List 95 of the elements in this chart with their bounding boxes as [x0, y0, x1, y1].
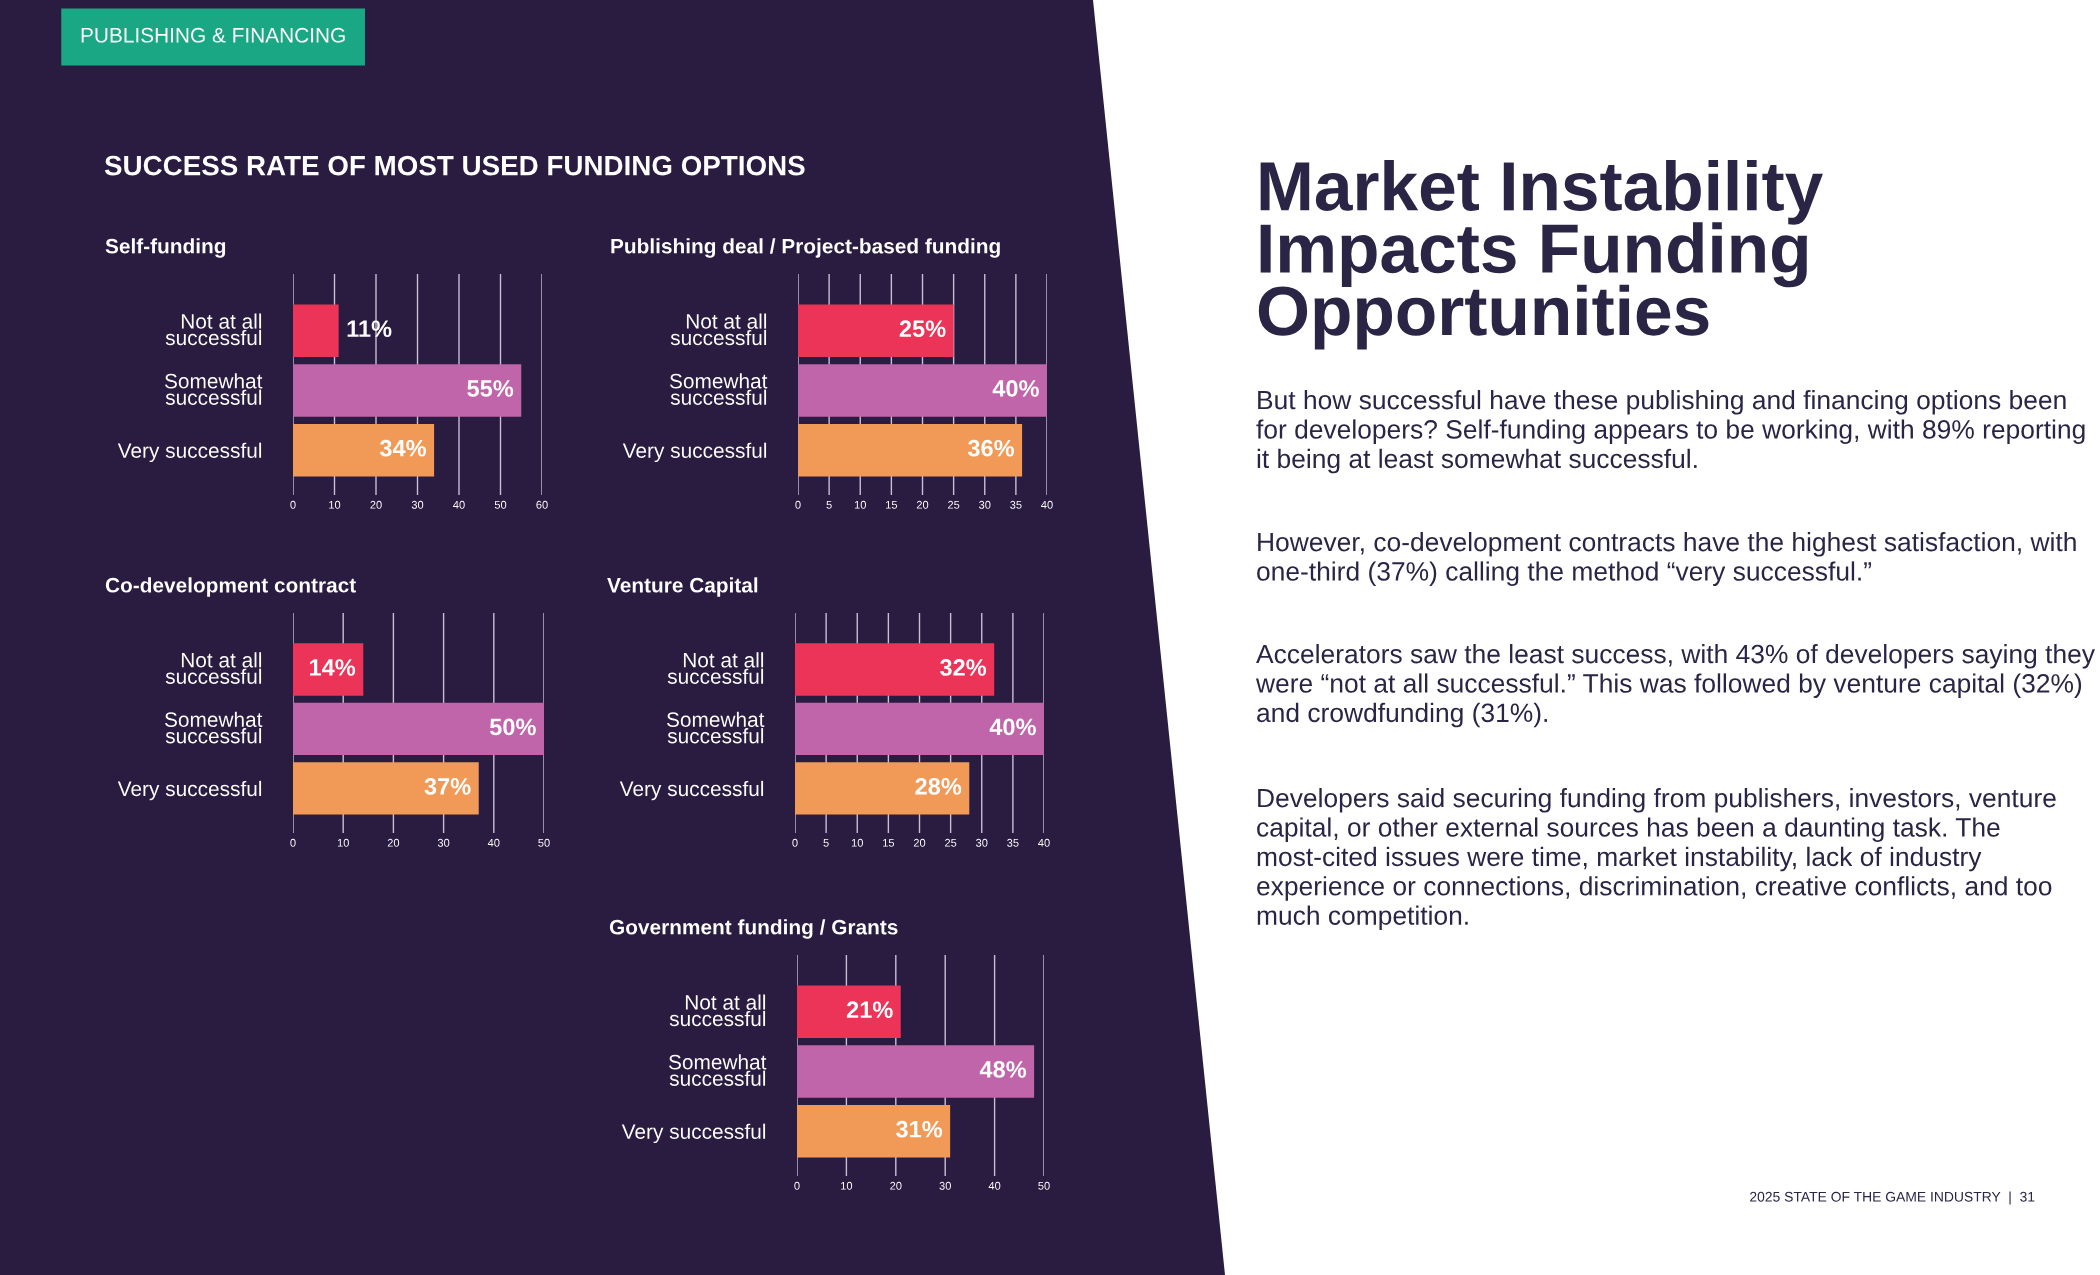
data-label: 48% [979, 1061, 1027, 1078]
x-tick-label: 10 [329, 500, 341, 509]
data-label: 28% [915, 778, 962, 795]
x-tick-label: 30 [978, 500, 991, 509]
text: However, co-development contracts have the highest satisfaction, with one-third (37%) calling the method “very successful.” [1257, 532, 2076, 586]
x-tick-label: 40 [487, 838, 500, 847]
x-tick-label: 10 [841, 1181, 853, 1190]
x-tick-label: 0 [290, 838, 296, 847]
x-tick-label: 35 [1010, 500, 1022, 509]
data-label: 32% [940, 659, 987, 676]
bar [797, 985, 901, 1039]
chart-title: Self-funding [105, 238, 226, 258]
x-tick-label: 20 [916, 500, 929, 509]
bar [795, 762, 970, 815]
x-tick-label: 20 [890, 1181, 902, 1190]
x-tick-label: 15 [886, 500, 898, 509]
y-tick-label: Very successful [117, 442, 262, 463]
text: Accelerators saw the least success, with 43% of developers saying they were “not at all successful.” This was followed by venture capital (32%) and crowdfunding (31%). [1255, 644, 2095, 728]
x-tick-label: 10 [854, 500, 866, 509]
text: PUBLISHING & FINANCING [81, 27, 345, 43]
x-tick-label: 5 [823, 838, 829, 847]
y-tick-label: Very successful [622, 442, 767, 463]
text: But how successful have these publishing and financing options been for developers? Self-funding appears to be working, with 89% reporting it being at least somewhat successful. [1256, 390, 2085, 474]
data-label: 31% [896, 1120, 943, 1138]
bar [293, 423, 435, 477]
x-tick-label: 0 [794, 1181, 800, 1190]
y-tick-label: Somewhat successful [164, 711, 263, 744]
x-tick-label: 10 [851, 838, 863, 847]
bar [293, 702, 544, 756]
x-tick-label: 10 [337, 838, 349, 847]
chart-title: Government funding / Grants [609, 919, 898, 939]
text: Developers said securing funding from publishers, investors, venture capital, or other external sources has been a daunting task. The most-cited issues were time, market instability, lack of industry experience or connections, discrimination, creative conflicts, and too much competition. [1257, 788, 2056, 931]
x-tick-label: 40 [1041, 500, 1053, 509]
data-label: 36% [967, 439, 1015, 457]
y-tick-label: Very successful [619, 780, 764, 801]
y-tick-label: Not at all successful [670, 313, 767, 346]
x-tick-label: 40 [988, 1181, 1001, 1190]
bar [293, 304, 339, 358]
bar [293, 643, 364, 696]
chart-title: Publishing deal / Project-based funding [611, 238, 1000, 258]
y-tick-label: Somewhat successful [666, 711, 765, 744]
x-tick-label: 50 [494, 500, 507, 509]
bar [293, 762, 479, 815]
x-tick-label: 30 [411, 500, 424, 509]
x-tick-label: 20 [913, 838, 926, 847]
y-tick-label: Not at all successful [667, 652, 764, 684]
data-label: 11% [347, 320, 392, 338]
y-tick-label: Somewhat successful [668, 1054, 767, 1086]
data-label: 21% [846, 1001, 893, 1019]
data-label: 37% [424, 778, 471, 795]
x-tick-label: 0 [792, 838, 798, 847]
x-tick-label: 30 [437, 838, 450, 847]
x-tick-label: 0 [795, 500, 801, 509]
bar [798, 304, 954, 358]
x-tick-label: 0 [290, 500, 296, 509]
x-tick-label: 25 [945, 838, 957, 847]
x-tick-label: 20 [370, 500, 382, 509]
data-label: 34% [379, 439, 427, 457]
bar [797, 1104, 951, 1158]
data-label: 40% [992, 380, 1039, 397]
text: 2025 STATE OF THE GAME INDUSTRY | 31 [1750, 1191, 2035, 1205]
bar [795, 702, 1044, 756]
data-label: 25% [899, 320, 946, 338]
chart-title: Co-development contract [105, 577, 356, 597]
text: Market Instability Impacts Funding Opportunities [1258, 160, 1823, 350]
bar [798, 423, 1023, 477]
y-tick-label: Not at all successful [669, 994, 766, 1027]
x-tick-label: 20 [387, 838, 400, 847]
chart-title: Venture Capital [607, 577, 758, 597]
x-tick-label: 50 [538, 838, 550, 847]
y-tick-label: Very successful [117, 780, 262, 801]
x-tick-label: 5 [826, 500, 832, 509]
x-tick-label: 40 [1038, 838, 1050, 847]
x-tick-label: 15 [883, 838, 895, 847]
data-label: 55% [467, 380, 514, 397]
x-tick-label: 30 [975, 838, 988, 847]
data-label: 40% [989, 718, 1036, 736]
x-tick-label: 60 [536, 500, 548, 509]
x-tick-label: 25 [948, 500, 960, 509]
y-tick-label: Not at all successful [165, 313, 262, 346]
data-label: 50% [489, 718, 536, 736]
y-tick-label: Very successful [621, 1123, 766, 1144]
x-tick-label: 30 [939, 1181, 951, 1190]
bar [795, 643, 995, 696]
bar [797, 1045, 1035, 1098]
y-tick-label: Not at all successful [165, 652, 262, 684]
data-label: 14% [309, 659, 356, 676]
bar [293, 364, 522, 417]
y-tick-label: Somewhat successful [669, 373, 768, 405]
bar [798, 364, 1047, 417]
x-tick-label: 50 [1038, 1181, 1050, 1190]
text: SUCCESS RATE OF MOST USED FUNDING OPTIONS [104, 155, 805, 176]
x-tick-label: 35 [1007, 838, 1019, 847]
x-tick-label: 40 [453, 500, 465, 509]
y-tick-label: Somewhat successful [164, 373, 263, 405]
